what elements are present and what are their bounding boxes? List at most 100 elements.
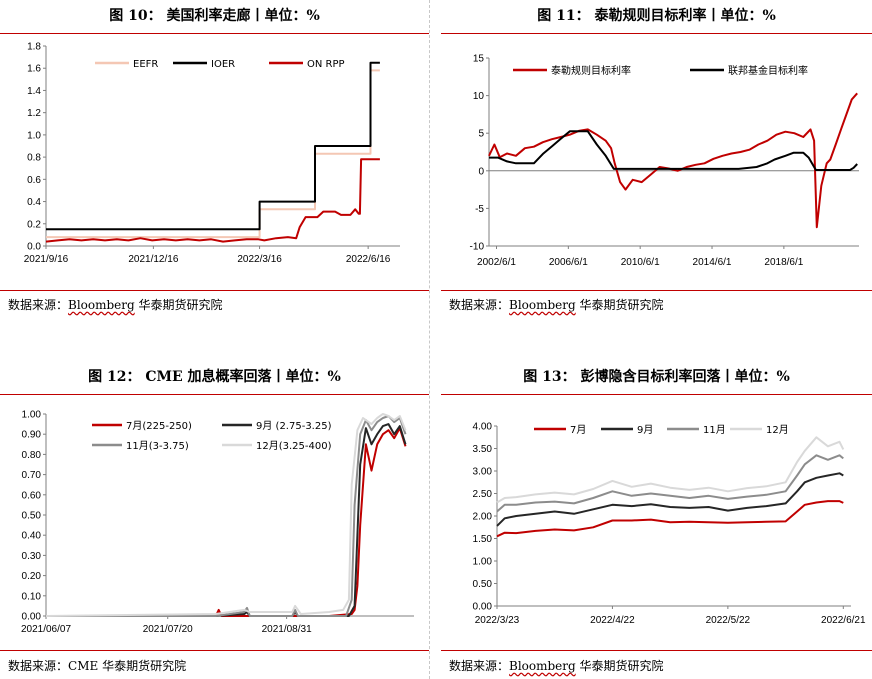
x-tick-label: 2021/08/31 (262, 624, 312, 635)
x-tick-label: 2021/06/07 (21, 624, 71, 635)
legend-label: 11月(3-3.75) (126, 440, 189, 452)
chart-plot: 0.0 0.2 0.4 0.6 0.8 1.0 1.2 1.4 1.6 1.8 2021/9/16 2… (24, 42, 400, 265)
title-rule (0, 33, 429, 34)
source-note: 数据来源：Bloomberg 华泰期货研究院 (449, 657, 664, 674)
source-suffix: 华泰期货研究院 (575, 659, 664, 673)
source-prefix: 数据来源： (8, 298, 69, 312)
y-tick-label: 4.00 (473, 422, 493, 433)
source-note: 数据来源：Bloomberg 华泰期货研究院 (449, 296, 664, 313)
legend-label: 联邦基金目标利率 (728, 64, 808, 77)
x-tick-label: 2006/6/1 (549, 257, 588, 268)
y-tick-label: 3.00 (473, 467, 493, 478)
y-tick-label: 0.4 (27, 197, 41, 208)
y-tick-label: 0.0 (27, 242, 41, 253)
y-tick-label: 1.2 (27, 108, 41, 119)
y-tick-label: 0.20 (22, 571, 42, 582)
chart-title: 图 11： 泰勒规则目标利率丨单位：% (537, 8, 776, 24)
source-note: 数据来源：Bloomberg 华泰期货研究院 (8, 296, 223, 313)
chart-panel-10: 图 10： 美国利率走廊丨单位：% 0.0 0.2 0.4 0.6 0.8 1.0 1.2 1… (0, 0, 429, 320)
source-brand: Bloomberg (68, 298, 135, 312)
source-suffix: 华泰期货研究院 (134, 298, 223, 312)
y-tick-label: 2.50 (473, 489, 493, 500)
series-line-1 (46, 61, 380, 231)
y-tick-label: 0.50 (22, 511, 42, 522)
source-prefix: 数据来源： (8, 659, 69, 673)
x-tick-label: 2022/5/22 (706, 615, 751, 626)
y-tick-label: 0.6 (27, 175, 41, 186)
legend-label: 7月 (570, 424, 586, 436)
legend-label: EEFR (133, 59, 158, 70)
series-line-1 (489, 130, 858, 171)
y-tick-label: 2.00 (473, 512, 493, 523)
x-tick-label: 2022/6/16 (346, 254, 391, 265)
y-tick-label: 0.40 (22, 531, 42, 542)
series-line-2 (496, 454, 844, 513)
source-rule (0, 290, 429, 291)
y-tick-label: 1.0 (27, 130, 41, 141)
y-tick-label: 1.8 (27, 42, 41, 53)
source-brand: Bloomberg (509, 298, 576, 312)
y-tick-label: 1.4 (27, 86, 41, 97)
y-tick-label: 10 (473, 91, 485, 102)
y-tick-label: 5 (478, 129, 484, 140)
legend-label: 12月(3.25-400) (256, 440, 332, 452)
x-tick-label: 2022/3/16 (237, 254, 282, 265)
y-tick-label: 0.80 (22, 450, 42, 461)
x-tick-label: 2022/6/21 (821, 615, 866, 626)
source-rule (441, 290, 872, 291)
source-prefix: 数据来源： (449, 298, 510, 312)
x-tick-label: 2014/6/1 (693, 257, 732, 268)
x-tick-label: 2022/4/22 (590, 615, 635, 626)
legend-label: 9月 (2.75-3.25) (256, 420, 332, 432)
chart-title: 图 12： CME 加息概率回落丨单位：% (88, 369, 341, 385)
source-suffix: 华泰期货研究院 (575, 298, 664, 312)
x-tick-label: 2018/6/1 (764, 257, 803, 268)
series-line-3 (496, 436, 845, 504)
chart-title: 图 10： 美国利率走廊丨单位：% (109, 8, 320, 24)
series-line-3 (45, 413, 407, 617)
y-tick-label: 0.70 (22, 470, 42, 481)
y-tick-label: 0.2 (27, 219, 41, 230)
legend-label: 7月(225-250) (126, 420, 192, 432)
source-brand: CME (68, 659, 99, 673)
y-tick-label: 3.50 (473, 444, 493, 455)
legend-label: 泰勒规则目标利率 (551, 64, 631, 77)
y-tick-label: 1.50 (473, 534, 493, 545)
chart-plot: 0.00 0.50 1.00 1.50 2.00 2.50 3.00 3.50 4.00 2022… (473, 422, 866, 627)
y-tick-label: 0.60 (22, 490, 42, 501)
title-rule (441, 394, 872, 395)
series-line-0 (496, 500, 844, 538)
x-tick-label: 2002/6/1 (477, 257, 516, 268)
chart-panel-13: 图 13： 彭博隐含目标利率回落丨单位：% 0.00 0.50 1.00 1.50 2.… (441, 360, 872, 679)
source-suffix: 华泰期货研究院 (98, 659, 187, 673)
chart-panel-12: 图 12： CME 加息概率回落丨单位：% 0.00 0.10 0.20 0.30 0.… (0, 360, 429, 679)
chart-title: 图 13： 彭博隐含目标利率回落丨单位：% (523, 369, 790, 385)
panel-separator (429, 0, 430, 679)
x-tick-label: 2022/3/23 (475, 615, 520, 626)
y-tick-label: 1.00 (22, 410, 42, 421)
legend-label: 11月 (703, 424, 726, 436)
source-rule (441, 650, 872, 651)
source-prefix: 数据来源： (449, 659, 510, 673)
y-tick-label: -5 (475, 204, 484, 215)
legend-label: IOER (211, 59, 235, 70)
x-tick-label: 2021/12/16 (128, 254, 178, 265)
series-line-0 (488, 92, 858, 229)
chart-plot: 0.00 0.10 0.20 0.30 0.40 0.50 0.60 0.70 0.80 0.90… (21, 410, 414, 635)
x-tick-label: 2021/9/16 (24, 254, 69, 265)
y-tick-label: 0.8 (27, 153, 41, 164)
y-tick-label: 1.00 (473, 557, 493, 568)
legend-label: 9月 (637, 424, 653, 436)
y-tick-label: 0.10 (22, 591, 42, 602)
y-tick-label: 0.00 (473, 602, 493, 613)
y-tick-label: 0 (478, 166, 484, 177)
x-tick-label: 2010/6/1 (621, 257, 660, 268)
title-rule (441, 33, 872, 34)
series-line-1 (46, 423, 407, 617)
legend-label: ON RPP (307, 59, 345, 70)
y-tick-label: 0.50 (473, 579, 493, 590)
y-tick-label: -10 (470, 242, 485, 253)
source-note: 数据来源：CME 华泰期货研究院 (8, 657, 186, 674)
y-tick-label: 0.00 (22, 612, 42, 623)
y-tick-label: 0.30 (22, 551, 42, 562)
